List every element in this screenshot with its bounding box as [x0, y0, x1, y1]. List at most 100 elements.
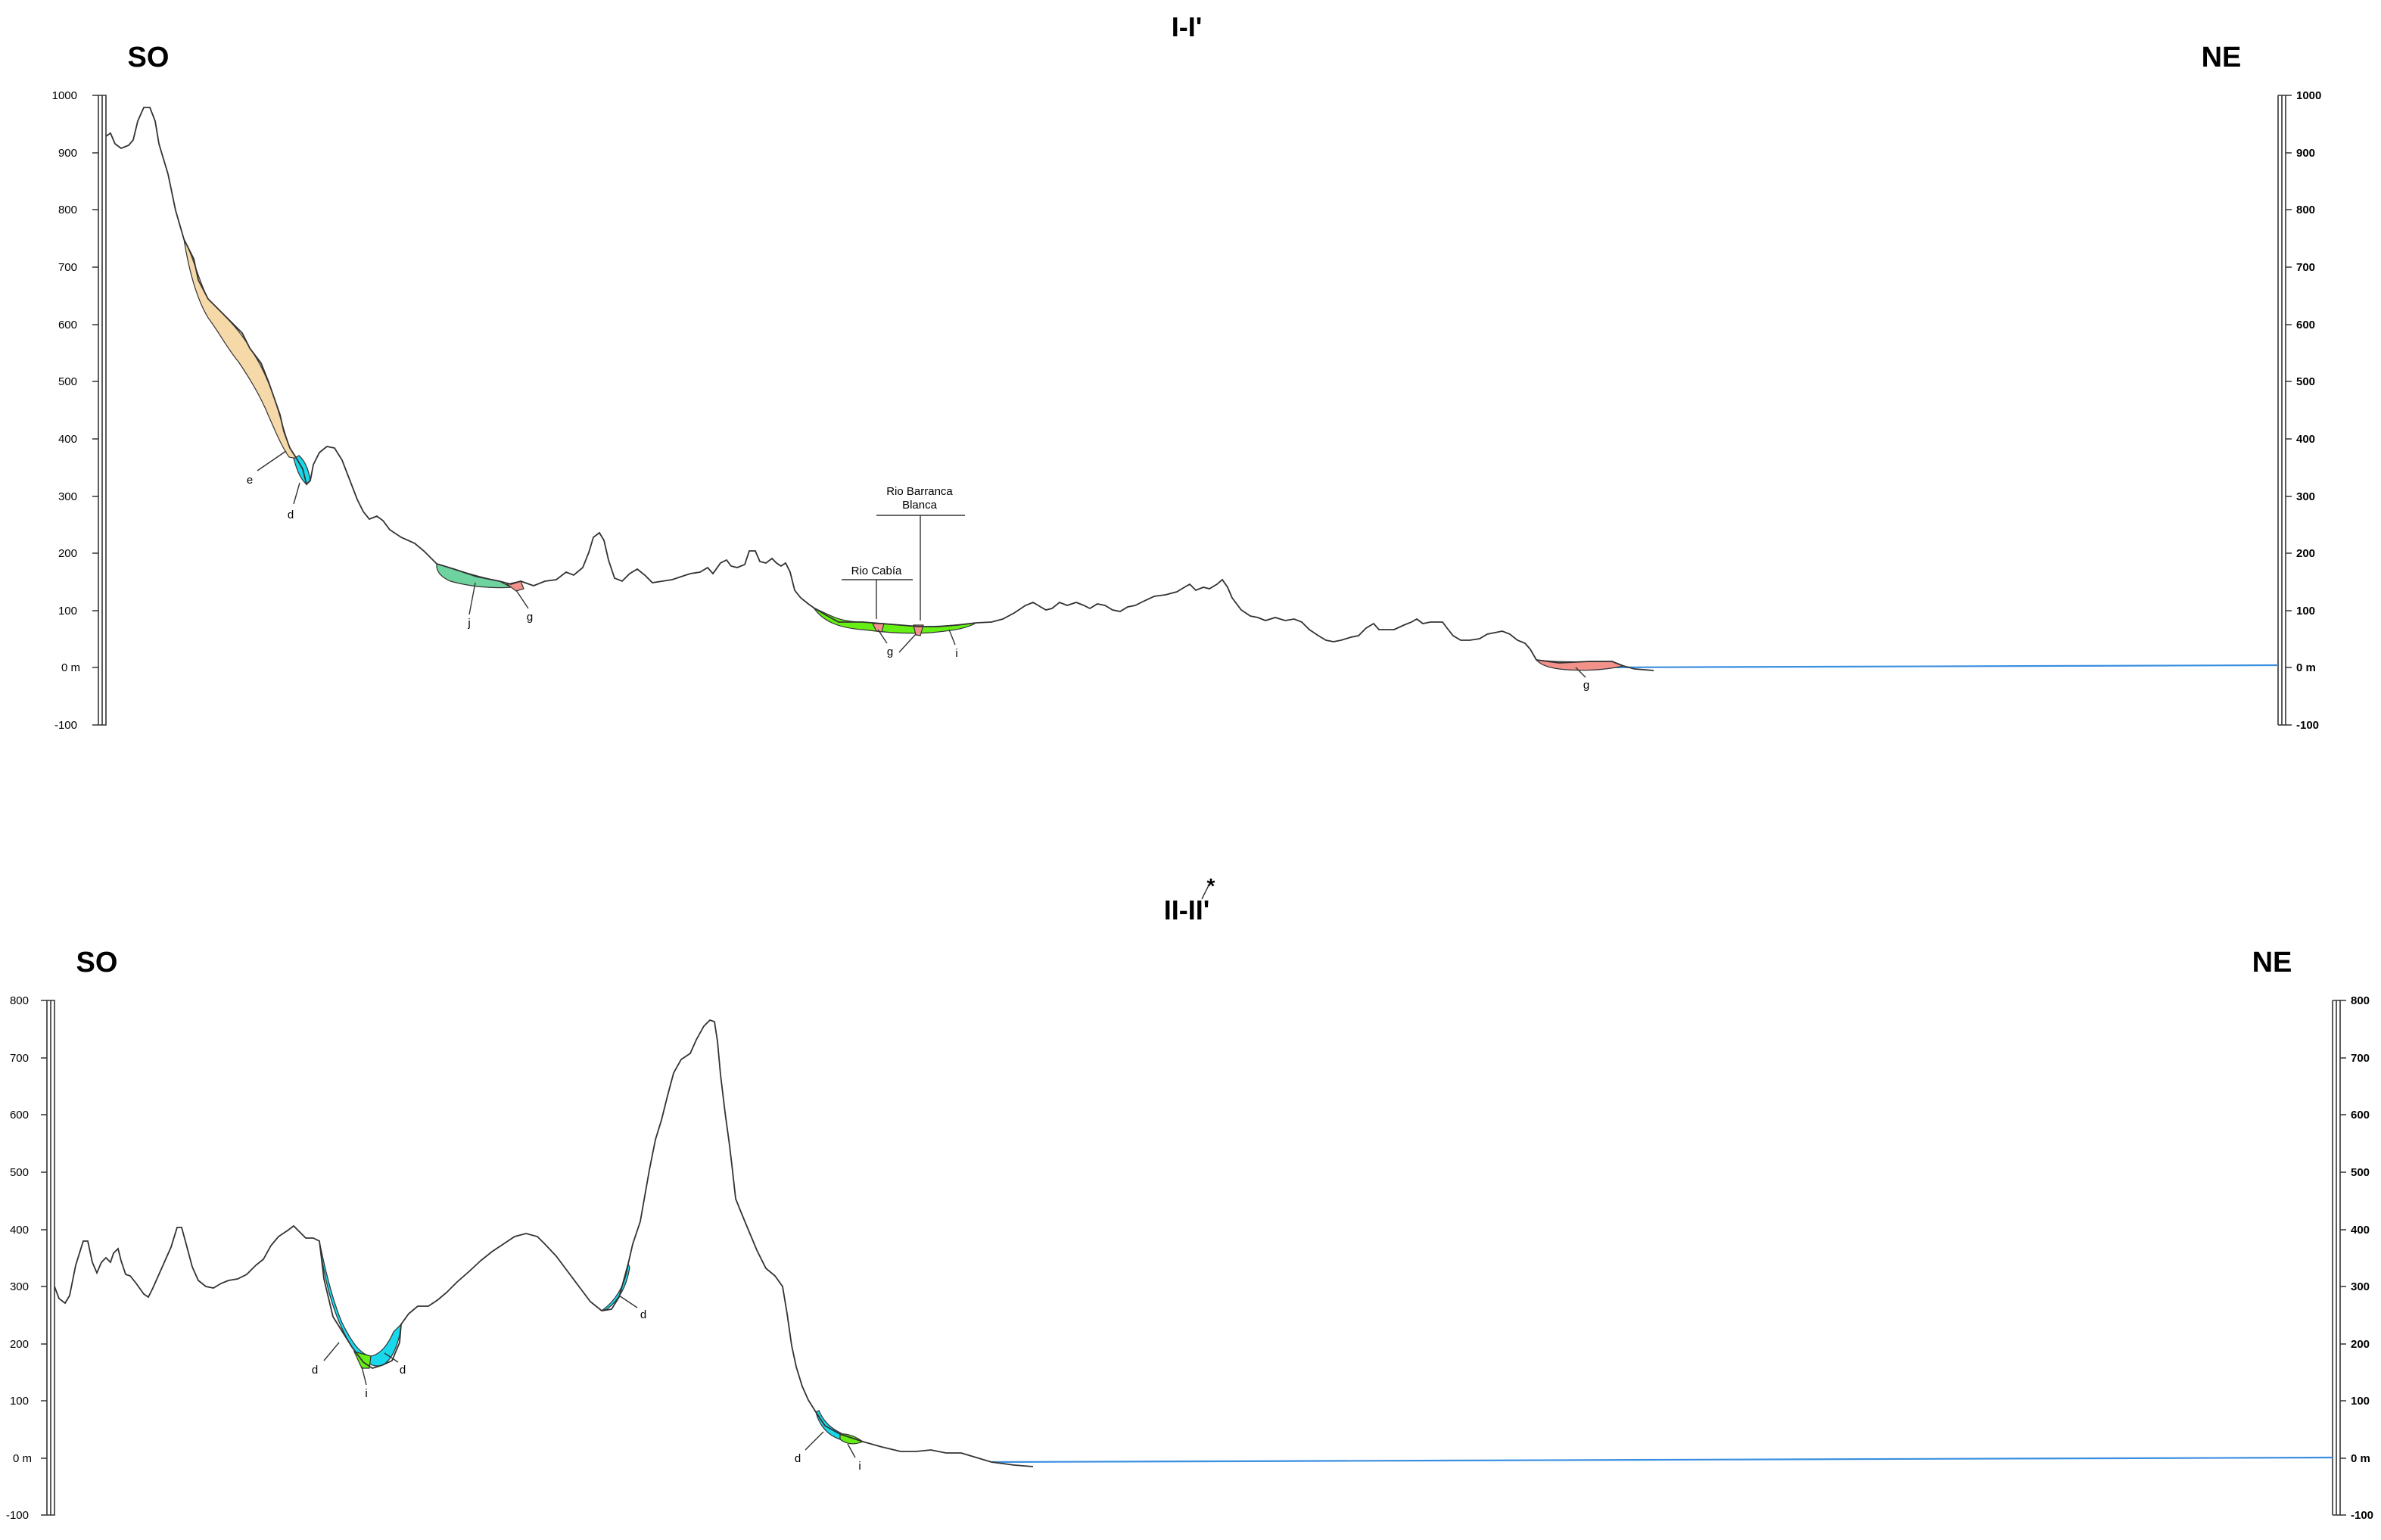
s2-leader-i — [361, 1366, 367, 1386]
s2-left-tick: 300 — [10, 1280, 29, 1293]
s1-left-tick: 400 — [58, 433, 77, 446]
s2-leader-d — [805, 1431, 824, 1451]
s1-river-cabia-annotation: Rio Cabía — [842, 565, 913, 619]
s2-left-tick: 600 — [10, 1109, 29, 1122]
s2-leader-d — [618, 1295, 638, 1308]
s2-right-tick: 800 — [2351, 994, 2370, 1007]
section-1-right-scale: 1000 900 800 700 600 500 400 300 200 100… — [2277, 89, 2321, 732]
s2-left-tick: 700 — [10, 1052, 29, 1065]
s1-right-tick: 400 — [2296, 433, 2315, 446]
s1-leader-i — [948, 629, 956, 646]
section-1-left-direction: SO — [128, 42, 170, 73]
s2-right-tick: 100 — [2351, 1395, 2370, 1408]
s1-river-cabia-label: Rio Cabía — [851, 565, 902, 577]
s1-right-tick: 900 — [2296, 147, 2315, 160]
s2-leader-i — [847, 1443, 856, 1458]
s2-left-tick: 400 — [10, 1224, 29, 1237]
s1-left-tick: 200 — [58, 547, 77, 560]
section-2-title-mark: * — [1207, 874, 1215, 898]
s2-terrain-profile — [54, 1019, 1034, 1467]
s1-leader-d — [293, 482, 300, 505]
s1-left-tick: 900 — [58, 147, 77, 160]
s1-right-tick: 600 — [2296, 319, 2315, 331]
section-1-title: I-I' — [1172, 11, 1203, 42]
s2-label-d: d — [400, 1364, 406, 1377]
s1-right-tick: -100 — [2296, 719, 2319, 732]
section-1: I-I' SO NE 1000 900 800 700 600 500 400 … — [52, 11, 2322, 732]
s1-right-tick: 0 m — [2296, 661, 2316, 674]
s1-left-tick: 100 — [58, 605, 77, 618]
s2-label-d: d — [795, 1452, 801, 1465]
s1-left-tick: 0 m — [61, 661, 80, 674]
section-2: II-II' * SO NE 800 700 600 500 400 300 2… — [6, 874, 2373, 1522]
s1-label-g: g — [527, 611, 533, 624]
s2-left-tick: 0 m — [13, 1452, 32, 1465]
s1-label-g: g — [887, 646, 893, 658]
s1-label-i: i — [955, 647, 957, 660]
s1-leader-g — [877, 629, 888, 644]
s1-right-tick: 800 — [2296, 204, 2315, 216]
s1-label-e: e — [247, 474, 253, 487]
s1-left-tick: 500 — [58, 375, 77, 388]
section-2-left-direction: SO — [76, 947, 118, 978]
s1-leader-i — [898, 633, 917, 653]
s1-terrain-profile — [105, 107, 1654, 671]
s1-leader-e — [257, 450, 287, 471]
s2-left-tick: -100 — [6, 1509, 29, 1522]
s2-leader-d — [323, 1342, 340, 1361]
s1-left-tick: 600 — [58, 319, 77, 331]
s1-label-d: d — [288, 509, 294, 521]
s2-right-tick: 500 — [2351, 1166, 2370, 1179]
s1-right-tick: 1000 — [2296, 89, 2321, 102]
s1-right-tick: 200 — [2296, 547, 2315, 560]
s1-right-tick: 500 — [2296, 375, 2315, 388]
s1-label-j: j — [467, 617, 470, 630]
section-2-right-direction: NE — [2252, 947, 2292, 978]
s1-leader-g — [1575, 667, 1586, 678]
s1-river-barranca-label-1: Rio Barranca — [886, 485, 953, 498]
section-1-left-scale: 1000 900 800 700 600 500 400 300 200 100… — [52, 89, 107, 732]
s1-label-g: g — [1583, 679, 1589, 692]
s2-left-tick: 100 — [10, 1395, 29, 1408]
s1-river-barranca-annotation: Rio Barranca Blanca — [876, 485, 965, 621]
s2-left-tick: 200 — [10, 1338, 29, 1351]
s2-right-tick: 600 — [2351, 1109, 2370, 1122]
s1-unit-i — [812, 606, 977, 634]
s2-label-d: d — [640, 1308, 646, 1321]
s1-leader-g — [515, 590, 529, 609]
s2-label-i: i — [858, 1460, 861, 1473]
s2-unit-d — [319, 1240, 402, 1367]
s1-unit-g — [913, 624, 924, 636]
s1-right-tick: 100 — [2296, 605, 2315, 618]
s1-right-tick: 700 — [2296, 261, 2315, 274]
s2-right-tick: -100 — [2351, 1509, 2373, 1522]
s2-label-i: i — [365, 1387, 367, 1400]
s2-left-tick: 800 — [10, 994, 29, 1007]
section-1-right-direction: NE — [2202, 42, 2242, 73]
s1-left-tick: -100 — [54, 719, 77, 732]
section-2-title: II-II' — [1164, 894, 1210, 926]
s2-left-tick: 500 — [10, 1166, 29, 1179]
section-2-right-scale: 800 700 600 500 400 300 200 100 0 m -100 — [2332, 994, 2373, 1522]
s2-sea-level-line — [991, 1456, 2333, 1464]
s2-right-tick: 200 — [2351, 1338, 2370, 1351]
section-2-left-scale: 800 700 600 500 400 300 200 100 0 m -100 — [6, 994, 55, 1522]
s1-left-tick: 800 — [58, 204, 77, 216]
s1-left-tick: 300 — [58, 490, 77, 503]
s1-unit-e — [183, 238, 298, 459]
s1-left-tick: 700 — [58, 261, 77, 274]
s2-right-tick: 700 — [2351, 1052, 2370, 1065]
s1-unit-d — [293, 455, 311, 485]
s1-right-tick: 300 — [2296, 490, 2315, 503]
s1-left-tick: 1000 — [52, 89, 77, 102]
s1-leader-j — [468, 582, 476, 615]
s2-leader-d — [384, 1352, 399, 1363]
s2-right-tick: 400 — [2351, 1224, 2370, 1237]
s1-sea-level-line — [1592, 664, 2279, 669]
s1-river-barranca-label-2: Blanca — [902, 499, 938, 512]
s2-unit-d — [815, 1410, 842, 1440]
s2-right-tick: 0 m — [2351, 1452, 2370, 1465]
s2-right-tick: 300 — [2351, 1280, 2370, 1293]
s2-label-d: d — [312, 1364, 318, 1377]
